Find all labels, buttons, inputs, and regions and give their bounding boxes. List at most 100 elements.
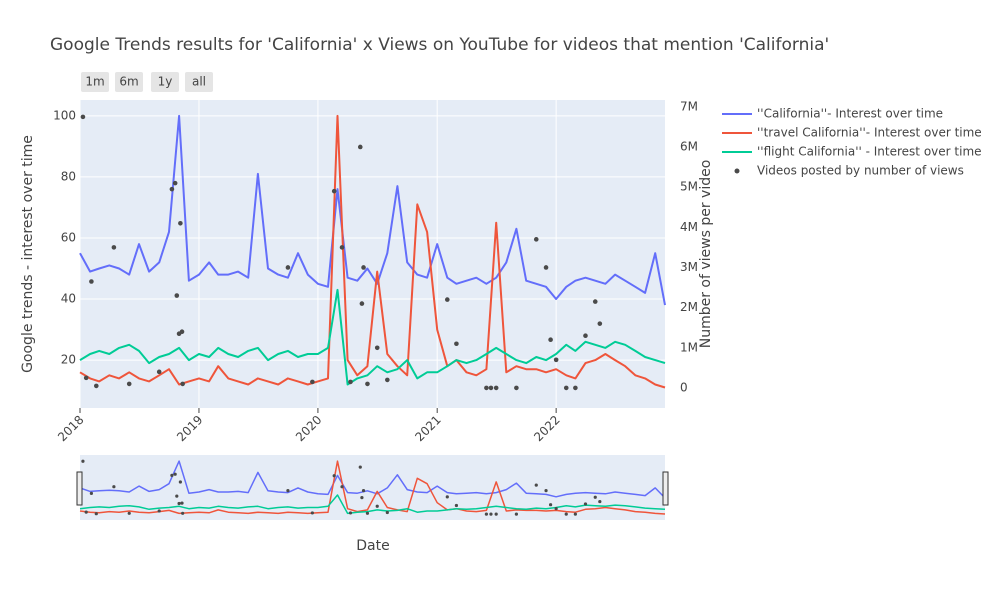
slider-point (375, 504, 379, 508)
slider-point (494, 512, 498, 516)
video-point (285, 265, 291, 270)
slider-point (348, 511, 353, 515)
video-point (597, 321, 603, 326)
x-tick-label: 2022 (531, 413, 562, 444)
y2-tick-label: 5M (680, 180, 698, 194)
video-point (83, 375, 89, 381)
range-button[interactable] (185, 72, 213, 92)
slider-point (385, 510, 389, 515)
range-button[interactable] (151, 72, 179, 92)
slider-point (358, 465, 362, 469)
slider-point (549, 503, 553, 507)
legend-label: ''California''- Interest over time (757, 107, 943, 121)
series-line (79, 114, 666, 389)
y-tick-label: 80 (61, 169, 76, 183)
video-point (126, 381, 132, 387)
x-tick-label: 2018 (55, 413, 86, 444)
slider-point (534, 483, 538, 487)
x-tick-label: 2020 (293, 413, 324, 444)
video-point (93, 383, 99, 389)
video-point (361, 265, 366, 270)
video-point (348, 379, 353, 385)
video-point (156, 369, 162, 375)
slider-handle[interactable] (662, 471, 669, 506)
series-line (79, 114, 666, 306)
legend-label: ''flight California'' - Interest over ti… (757, 145, 982, 159)
video-point (484, 385, 489, 391)
slider-line (79, 494, 666, 515)
slider-point (564, 512, 568, 516)
slider-point (365, 511, 370, 515)
video-point (172, 180, 178, 186)
y2-tick-label: 4M (680, 220, 698, 234)
range-button-label[interactable]: 1y (158, 75, 173, 89)
video-point (583, 333, 588, 339)
slider-point (286, 489, 290, 493)
slider-point (489, 512, 493, 516)
slider-point (157, 509, 161, 513)
video-point (444, 297, 450, 302)
video-point (548, 337, 553, 343)
slider-point (340, 485, 344, 489)
slider-point (514, 512, 518, 516)
video-point (310, 379, 315, 385)
legend-label: ''travel California''- Interest over tim… (757, 126, 982, 140)
video-point (180, 381, 185, 387)
y-tick-label: 20 (61, 353, 76, 367)
slider-point (177, 501, 181, 506)
slider-handle[interactable] (76, 471, 83, 506)
chart-title: Google Trends results for 'California' x… (50, 35, 829, 55)
slider-point (175, 494, 179, 498)
video-point (573, 385, 578, 391)
video-point (339, 245, 345, 250)
range-button-label[interactable]: all (192, 75, 206, 89)
y2-tick-label: 7M (680, 99, 698, 113)
video-point (111, 245, 117, 250)
video-point (533, 237, 539, 242)
video-point (357, 144, 363, 150)
video-point (374, 345, 380, 351)
video-point (563, 385, 569, 391)
slider-line (79, 460, 666, 515)
slider-point (127, 511, 131, 515)
video-point (80, 114, 86, 120)
video-point (553, 357, 559, 363)
video-point (493, 385, 499, 391)
legend-marker (734, 168, 740, 174)
slider-point (89, 491, 94, 495)
range-button[interactable] (115, 72, 143, 92)
slider-point (94, 512, 98, 516)
slider-point (361, 489, 366, 493)
slider-point (84, 510, 88, 514)
range-button[interactable] (81, 72, 109, 92)
video-point (174, 293, 180, 298)
x-axis-title: Date (356, 538, 389, 554)
video-point (179, 329, 185, 335)
range-button-label[interactable]: 6m (119, 75, 138, 89)
slider-point (484, 512, 489, 516)
y2-tick-label: 0 (680, 380, 688, 394)
video-point (331, 188, 337, 194)
slider-point (181, 511, 185, 515)
slider-point (81, 459, 85, 463)
video-point (514, 385, 519, 391)
video-point (169, 186, 175, 192)
slider-point (112, 485, 116, 489)
series-line (79, 288, 666, 386)
y-axis-title: Google trends - interest over time (20, 135, 36, 373)
slider-point (310, 511, 314, 515)
slider-point (573, 512, 577, 516)
slider-point (170, 473, 174, 477)
video-point (365, 381, 370, 387)
y-tick-label: 40 (61, 292, 76, 306)
slider-point (360, 496, 364, 500)
video-point (385, 377, 390, 383)
slider-point (178, 480, 182, 484)
range-button-label[interactable]: 1m (85, 75, 104, 89)
slider-point (598, 499, 602, 504)
plot-background (80, 100, 665, 408)
slider-point (583, 502, 588, 506)
slider-point (332, 474, 336, 478)
slider-point (593, 495, 597, 499)
